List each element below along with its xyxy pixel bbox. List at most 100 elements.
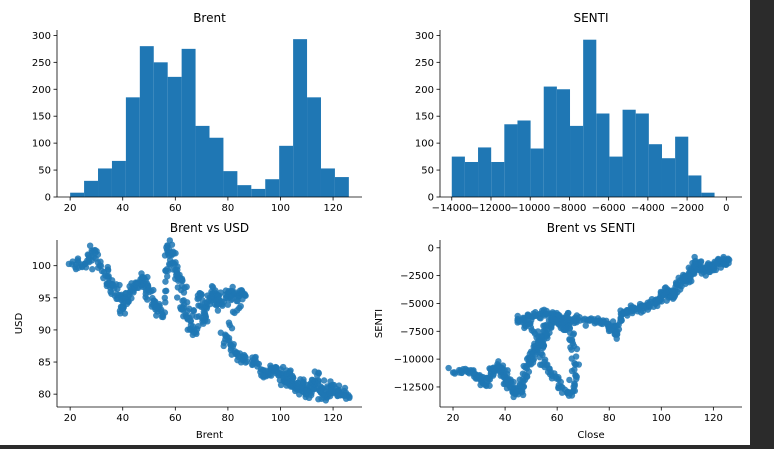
x-tick-label: 80 — [222, 203, 235, 214]
scatter-point — [532, 309, 539, 316]
scatter-point — [142, 293, 149, 301]
scatter-point — [558, 389, 566, 396]
scatter-point — [253, 360, 261, 367]
histogram-bar — [464, 161, 479, 197]
y-tick-label: 150 — [415, 112, 434, 123]
scatter-point — [582, 322, 589, 329]
scatter-point — [86, 242, 94, 249]
x-tick-label: −8000 — [553, 203, 587, 214]
scatter-point — [541, 356, 549, 363]
scatter-point — [623, 309, 630, 316]
y-tick-label: 200 — [415, 85, 434, 96]
x-tick-label: 40 — [116, 203, 129, 214]
histogram-bar — [223, 171, 238, 197]
scatter-point — [568, 346, 575, 353]
histogram-bar — [675, 136, 689, 197]
scatter-point — [237, 359, 245, 366]
scatter-point — [287, 383, 294, 390]
scatter-point — [94, 251, 102, 258]
x-tick-label: −2000 — [670, 203, 704, 214]
scatter-point — [315, 396, 322, 403]
x-tick-label: −12000 — [471, 203, 511, 214]
chart-title-2: SENTI — [573, 11, 608, 25]
histogram-bar — [609, 156, 623, 197]
y-tick-label: −7500 — [400, 327, 434, 338]
scatter-point — [457, 367, 464, 374]
scatter-point — [520, 383, 528, 390]
histogram-bar — [478, 147, 492, 197]
scatter-point — [340, 392, 347, 399]
y-tick-label: 250 — [32, 58, 51, 69]
scatter-point — [228, 325, 236, 332]
histogram-bar — [181, 48, 196, 197]
y-tick-label: −12500 — [394, 382, 434, 393]
scatter-point — [264, 370, 272, 378]
y-tick-label: 0 — [428, 243, 434, 254]
scatter-point — [162, 287, 169, 295]
x-tick-label: −4000 — [631, 203, 665, 214]
scatter-point — [224, 336, 231, 344]
scatter-point — [111, 285, 118, 292]
scatter-point — [483, 381, 490, 388]
histogram-bar — [570, 125, 584, 197]
histogram-bar — [517, 120, 531, 197]
histogram-bar — [125, 97, 140, 197]
scatter-point — [162, 278, 169, 285]
y-tick-label: 50 — [421, 166, 434, 177]
histogram-bar — [661, 158, 676, 197]
scatter-point — [584, 316, 592, 323]
scatter-point — [104, 267, 112, 274]
scatter-point — [236, 304, 243, 312]
scatter-point — [241, 290, 248, 298]
scatter-point — [179, 277, 186, 284]
scatter-point — [159, 310, 166, 318]
scatter-point — [519, 370, 527, 377]
scatter-point — [132, 281, 139, 288]
histogram-bar — [701, 192, 715, 197]
x-tick-label: 120 — [324, 203, 343, 214]
scatter-point — [275, 371, 282, 379]
scatter-point — [162, 267, 169, 275]
y-tick-label: 300 — [415, 31, 434, 42]
histogram-bar — [583, 39, 597, 197]
y-tick-label: 0 — [428, 193, 434, 204]
scatter-point — [445, 364, 452, 372]
scatter-point — [302, 393, 309, 401]
x-tick-label: 40 — [499, 413, 512, 424]
scatter-point — [569, 331, 577, 338]
x-tick-label: 20 — [64, 413, 77, 424]
histogram-bar — [251, 188, 266, 197]
histogram-bar — [556, 89, 571, 197]
scatter-point — [183, 299, 191, 306]
x-axis-label: Brent — [196, 430, 223, 441]
scrollbar[interactable] — [766, 0, 774, 445]
y-tick-label: 85 — [38, 358, 51, 369]
y-tick-label: 0 — [45, 193, 51, 204]
scatter-point — [573, 319, 580, 326]
scatter-point — [555, 311, 562, 319]
x-tick-label: 20 — [447, 413, 460, 424]
scatter-point — [637, 309, 645, 316]
histogram-bar — [209, 137, 224, 197]
scatter-point — [89, 266, 96, 273]
histogram-bar — [543, 86, 557, 197]
scatter-point — [315, 369, 322, 376]
chart-title-4: Brent vs SENTI — [547, 221, 636, 235]
scatter-point — [538, 350, 545, 357]
scatter-point — [516, 387, 523, 395]
histogram-bar — [320, 168, 335, 197]
x-tick-label: 80 — [603, 413, 616, 424]
scatter-point — [180, 289, 188, 296]
scatter-point — [548, 315, 555, 322]
scatter-point — [321, 391, 328, 399]
scatter-point — [542, 329, 550, 337]
y-tick-label: 80 — [38, 390, 51, 401]
x-tick-label: −14000 — [432, 203, 472, 214]
histogram-bar — [451, 156, 465, 197]
y-tick-label: 150 — [32, 112, 51, 123]
histogram-bar — [98, 168, 112, 197]
x-axis-label: Close — [577, 430, 604, 441]
figure-canvas: Brent 20 40 60 80 100 120 0 50 100 150 200 250 300 SEN… — [0, 0, 750, 445]
x-tick-label: 100 — [271, 203, 290, 214]
